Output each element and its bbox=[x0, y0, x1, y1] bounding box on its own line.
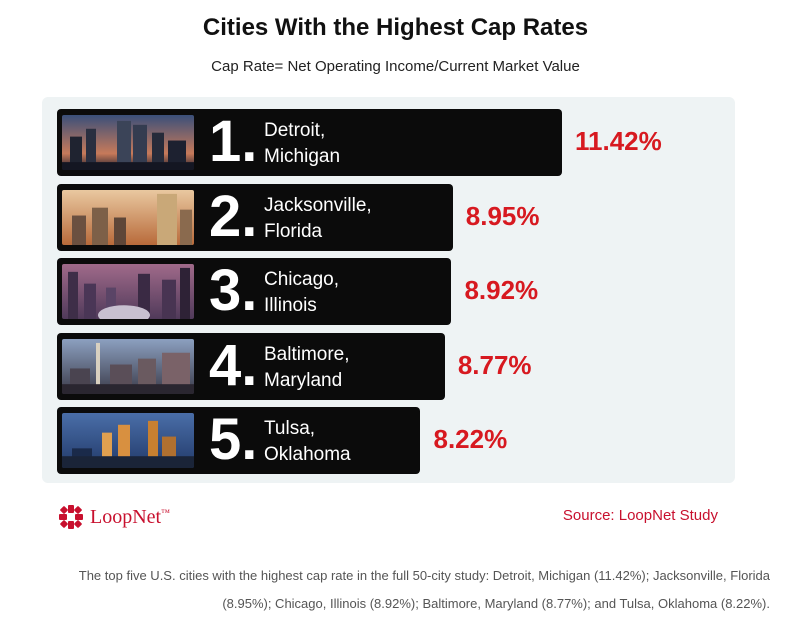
value-label: 8.95% bbox=[465, 200, 540, 231]
city-label: Jacksonville, Florida bbox=[264, 193, 372, 245]
bar-1: 1. Detroit, Michigan bbox=[57, 109, 562, 176]
loopnet-logo-icon bbox=[59, 505, 83, 529]
loopnet-logo-text: LoopNet™ bbox=[90, 505, 170, 528]
city-photo bbox=[62, 338, 194, 394]
city-label: Tulsa, Oklahoma bbox=[264, 416, 351, 468]
value-label: 8.92% bbox=[464, 275, 539, 305]
rank-number: 1. bbox=[209, 109, 258, 174]
figure-caption: The top five U.S. cities with the highes… bbox=[10, 562, 770, 618]
city-label: Baltimore, Maryland bbox=[264, 342, 350, 394]
state-name: Illinois bbox=[264, 295, 317, 316]
state-name: Michigan bbox=[264, 146, 341, 167]
city-name: Baltimore, bbox=[264, 343, 350, 365]
source-note: Source: LoopNet Study bbox=[562, 507, 718, 524]
state-name: Oklahoma bbox=[264, 444, 351, 465]
city-label: Detroit, Michigan bbox=[264, 118, 340, 170]
caption-line-2: (8.95%); Chicago, Illinois (8.92%); Balt… bbox=[222, 596, 770, 611]
bar-5: 5. Tulsa, Oklahoma bbox=[57, 407, 421, 474]
city-photo bbox=[62, 189, 194, 245]
city-name: Tulsa, bbox=[264, 418, 316, 439]
chart-title: Cities With the Highest Cap Rates bbox=[202, 14, 589, 41]
city-label: Chicago, Illinois bbox=[264, 267, 339, 319]
chart-subtitle: Cap Rate= Net Operating Income/Current M… bbox=[211, 58, 580, 75]
city-photo bbox=[62, 115, 194, 170]
city-photo bbox=[62, 264, 194, 319]
bar-3: 3. Chicago, Illinois bbox=[57, 258, 452, 325]
rank-number: 3. bbox=[209, 258, 258, 323]
value-label: 8.22% bbox=[433, 424, 508, 454]
caption-line-1: The top five U.S. cities with the highes… bbox=[78, 568, 770, 583]
bar-4: 4. Baltimore, Maryland bbox=[57, 332, 445, 400]
city-photo bbox=[62, 413, 194, 468]
rank-number: 4. bbox=[209, 332, 258, 398]
state-name: Maryland bbox=[264, 369, 343, 391]
city-name: Jacksonville, bbox=[264, 194, 372, 216]
rank-number: 2. bbox=[209, 183, 258, 249]
rank-number: 5. bbox=[209, 407, 258, 472]
value-label: 11.42% bbox=[575, 126, 662, 156]
value-label: 8.77% bbox=[457, 349, 532, 380]
loopnet-logo[interactable]: LoopNet™ bbox=[58, 503, 170, 531]
bar-2: 2. Jacksonville, Florida bbox=[57, 183, 453, 251]
state-name: Florida bbox=[264, 220, 323, 242]
city-name: Chicago, bbox=[264, 269, 339, 290]
city-name: Detroit, bbox=[264, 120, 326, 141]
